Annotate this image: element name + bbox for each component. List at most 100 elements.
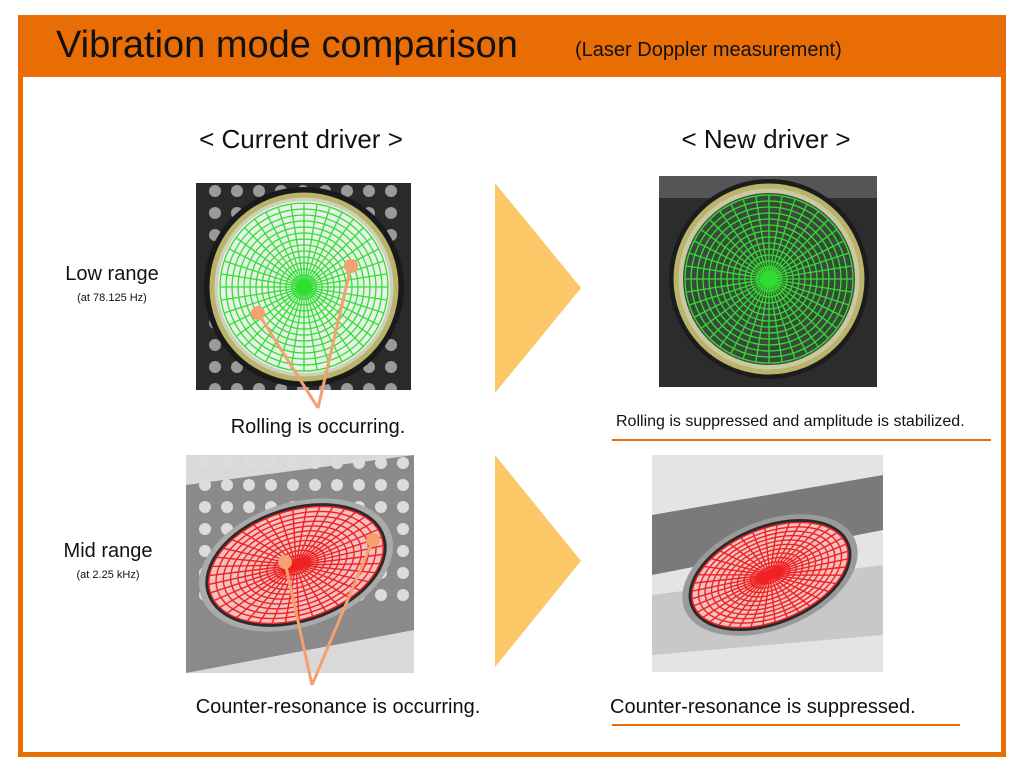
mesh-spoke xyxy=(295,506,334,566)
mesh-spoke xyxy=(769,522,790,576)
counter-point-2 xyxy=(366,533,380,547)
mesh-spoke xyxy=(295,511,356,566)
mesh-spoke xyxy=(719,278,770,348)
panel-hole xyxy=(375,479,387,491)
mesh-spoke xyxy=(220,273,305,288)
panel-hole xyxy=(243,479,255,491)
mesh-spoke xyxy=(697,574,771,613)
panel-hole xyxy=(309,457,321,469)
mesh-spoke xyxy=(768,278,796,360)
mesh-spoke xyxy=(692,574,771,592)
mid-current-note: Counter-resonance is occurring. xyxy=(195,696,481,718)
low-new-underline xyxy=(612,439,991,441)
low-range-label: Low range xyxy=(65,263,159,285)
mesh-spoke xyxy=(295,508,346,566)
panel-hole xyxy=(231,361,243,373)
mesh-spoke xyxy=(709,219,770,280)
mesh-spoke xyxy=(278,513,297,566)
mesh-spoke xyxy=(295,564,339,606)
panel-hole xyxy=(199,545,211,557)
mesh-spoke xyxy=(703,565,771,576)
mesh-spoke xyxy=(235,237,305,288)
mesh-spoke xyxy=(768,278,819,348)
panel-hole xyxy=(221,479,233,491)
mesh-spoke xyxy=(295,564,327,612)
mesh-spoke xyxy=(303,218,354,288)
mesh-spoke xyxy=(768,198,796,280)
mesh-spoke xyxy=(709,278,770,339)
mesh-spoke xyxy=(768,210,819,280)
mesh-spoke xyxy=(768,278,845,318)
counter-callout-line-2 xyxy=(310,539,375,686)
panel-hole xyxy=(331,457,343,469)
panel-hole xyxy=(397,567,409,579)
mesh-spoke xyxy=(295,522,373,566)
mesh-spoke xyxy=(769,522,802,576)
mesh-spoke xyxy=(769,524,778,576)
mesh-spoke xyxy=(769,574,842,576)
panel-hole xyxy=(331,479,343,491)
panel-hole xyxy=(353,479,365,491)
mesh-spoke xyxy=(235,286,305,337)
mesh-spoke xyxy=(295,506,321,566)
mesh-spoke xyxy=(292,509,297,566)
new-driver-heading: < New driver > xyxy=(681,124,851,154)
mesh-spoke xyxy=(303,286,318,371)
low-range-arrow xyxy=(495,183,581,393)
mid-range-frequency: (at 2.25 kHz) xyxy=(76,569,140,581)
panel-hole xyxy=(385,207,397,219)
counter-callout-line-1 xyxy=(283,561,314,686)
mesh-spoke xyxy=(303,260,385,288)
mesh-spoke xyxy=(698,574,771,576)
mesh-spoke xyxy=(303,286,354,356)
mesh-spoke xyxy=(730,278,770,355)
mesh-spoke xyxy=(719,210,770,280)
mesh-spoke xyxy=(303,203,318,288)
panel-hole xyxy=(253,185,265,197)
mesh-spoke xyxy=(740,537,771,576)
mid-new-note: Counter-resonance is suppressed. xyxy=(610,696,916,718)
mesh-spoke xyxy=(303,273,388,288)
mesh-spoke xyxy=(693,574,771,607)
panel-hole xyxy=(397,457,409,469)
mesh-spoke xyxy=(692,574,771,600)
rolling-point-1 xyxy=(251,306,265,320)
mesh-spoke xyxy=(769,574,821,600)
mesh-spoke xyxy=(769,532,838,576)
mid-range-label: Mid range xyxy=(63,540,153,562)
mesh-spoke xyxy=(719,550,771,576)
panel-hole xyxy=(385,361,397,373)
low-range-new-image xyxy=(659,176,877,387)
mesh-spoke xyxy=(254,286,305,356)
panel-hole xyxy=(199,479,211,491)
mesh-spoke xyxy=(769,524,822,576)
mesh-spoke xyxy=(220,286,305,301)
panel-hole xyxy=(209,361,221,373)
panel-hole xyxy=(231,383,243,390)
mesh-spoke xyxy=(752,532,771,576)
panel-hole xyxy=(209,383,221,390)
slide-subtitle: (Laser Doppler measurement) xyxy=(575,39,842,61)
panel-hole xyxy=(265,479,277,491)
mesh-spoke xyxy=(265,211,305,288)
panel-hole xyxy=(287,479,299,491)
mesh-spoke xyxy=(265,518,297,566)
mesh-spoke xyxy=(769,522,813,576)
mesh-spoke xyxy=(727,574,771,628)
mesh-spoke xyxy=(769,574,829,593)
panel-hole xyxy=(397,545,409,557)
panel-hole xyxy=(363,383,375,390)
panel-hole xyxy=(341,185,353,197)
mesh-spoke xyxy=(290,286,305,371)
mesh-spoke xyxy=(303,286,331,368)
mesh-spoke xyxy=(693,278,770,318)
mesh-spoke xyxy=(742,198,770,280)
panel-hole xyxy=(397,501,409,513)
panel-hole xyxy=(243,501,255,513)
mesh-spoke xyxy=(254,218,305,288)
mesh-spoke xyxy=(290,203,305,288)
mesh-spoke xyxy=(768,278,853,293)
mesh-spoke xyxy=(769,566,846,576)
mesh-spoke xyxy=(303,286,373,337)
